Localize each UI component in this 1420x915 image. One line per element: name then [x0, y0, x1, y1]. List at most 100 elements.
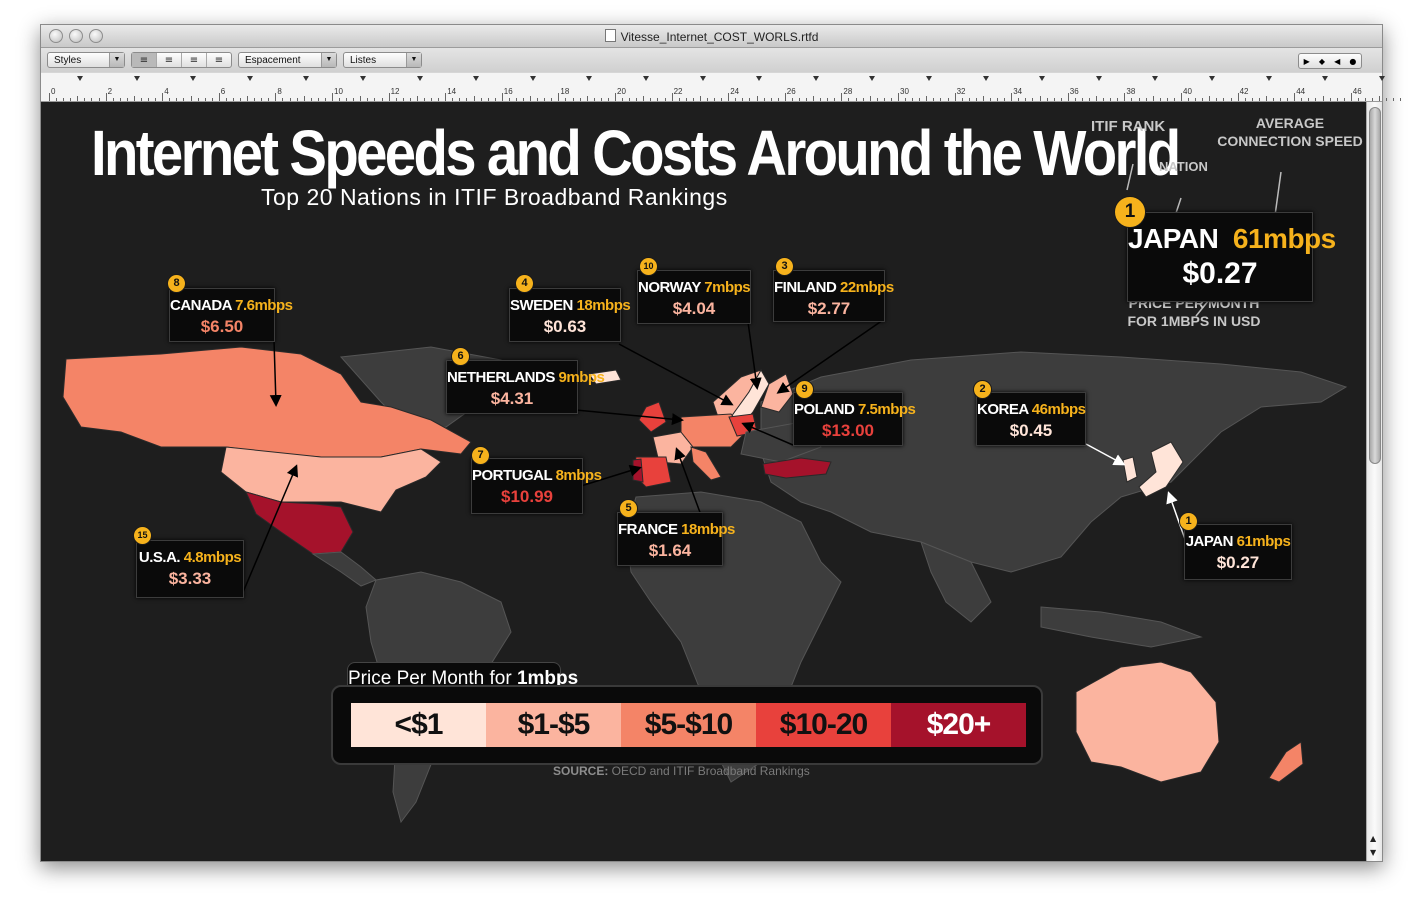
lists-popup[interactable]: Listes ▼	[343, 52, 422, 68]
ruler[interactable]: 0 2 4 6 8 10 12 14 16 18 20 22 24 26 28 30 32 34 36 38 40 42 4…	[41, 73, 1402, 102]
country-callout: U.S.A. 4.8mbps $3.33	[136, 540, 244, 598]
ruler-tick	[890, 98, 892, 101]
callout-nation: FINLAND	[774, 279, 837, 296]
tab-stop-marker[interactable]	[360, 76, 366, 81]
center-tab-icon[interactable]: ◆	[1318, 56, 1325, 66]
tab-stop-marker[interactable]	[756, 76, 763, 81]
ruler-tick	[1103, 98, 1105, 101]
tab-stop-marker[interactable]	[699, 76, 706, 81]
tab-stop-marker[interactable]	[1209, 76, 1215, 81]
chevron-down-icon: ▼	[321, 53, 336, 67]
ruler-tick	[975, 98, 977, 101]
rank-badge: 6	[451, 347, 470, 366]
left-tab-icon[interactable]: ◀	[1334, 56, 1341, 66]
styles-popup[interactable]: Styles ▼	[47, 52, 125, 68]
callout-line1: U.S.A. 4.8mbps	[137, 549, 243, 566]
ruler-number: 18	[560, 87, 570, 96]
ruler-tick	[296, 98, 298, 101]
legend-title-bold: 1mbps	[516, 668, 579, 689]
ruler-number: 44	[1296, 87, 1306, 96]
ruler-tick	[558, 93, 560, 101]
tab-stop-marker[interactable]	[1322, 76, 1329, 81]
align-left-button[interactable]: ≡	[132, 53, 157, 67]
callout-nation: NORWAY	[638, 279, 701, 296]
ruler-tick	[105, 93, 107, 101]
ruler-tick	[657, 98, 659, 101]
scrollbar-thumb[interactable]	[1369, 107, 1381, 464]
tab-stop-marker[interactable]	[982, 76, 989, 81]
ruler-tick	[1237, 93, 1239, 101]
ruler-tick	[827, 98, 829, 101]
ruler-tick	[84, 98, 86, 101]
rank-badge: 15	[133, 526, 152, 545]
tab-stop-marker[interactable]	[473, 76, 480, 81]
tab-stop-marker[interactable]	[1152, 76, 1159, 81]
source-label: SOURCE:	[553, 764, 609, 778]
decimal-tab-icon[interactable]: ●	[1349, 56, 1357, 66]
align-center-icon: ≡	[164, 54, 174, 66]
ruler-tick	[1244, 98, 1246, 101]
ruler-tick	[593, 98, 595, 101]
minimize-window-button[interactable]	[69, 29, 83, 43]
tab-stop-marker[interactable]	[190, 76, 197, 81]
ruler-tick	[968, 98, 970, 101]
callout-price: $6.50	[200, 317, 244, 336]
tab-stop-marker[interactable]	[1378, 76, 1385, 81]
callout-nation: NETHERLANDS	[447, 369, 555, 386]
tab-stop-marker[interactable]	[303, 76, 310, 81]
ruler-tick	[1188, 98, 1190, 101]
spacing-popup[interactable]: Espacement ▼	[238, 52, 337, 68]
ruler-tick	[699, 96, 701, 101]
tab-stop-marker[interactable]	[586, 76, 593, 81]
tab-stop-marker[interactable]	[643, 76, 649, 81]
tab-stop-marker[interactable]	[133, 76, 140, 81]
callout-price: $0.27	[1216, 553, 1260, 572]
ruler-tick	[947, 98, 949, 101]
callout-nation: U.S.A.	[138, 549, 181, 566]
ruler-tick	[353, 98, 355, 101]
scroll-down-arrow-icon[interactable]: ▼	[1370, 848, 1377, 857]
right-tab-icon[interactable]: ▶	[1303, 56, 1310, 66]
ruler-tick	[1265, 96, 1267, 101]
tab-stop-marker[interactable]	[416, 76, 423, 81]
tab-stop-marker[interactable]	[529, 76, 536, 81]
rank-badge: 9	[795, 380, 814, 399]
callout-nation: SWEDEN	[510, 297, 573, 314]
callout-price: $0.45	[1009, 421, 1053, 440]
ruler-tick	[756, 96, 758, 101]
ruler-tick	[579, 98, 581, 101]
tab-stop-marker[interactable]	[869, 76, 876, 81]
document-content[interactable]: Internet Speeds and Costs Around the Wor…	[41, 102, 1366, 861]
zoom-window-button[interactable]	[89, 29, 103, 43]
leader-poland	[741, 422, 794, 446]
tab-stop-marker[interactable]	[1095, 76, 1102, 81]
central-europe-shape	[680, 413, 747, 448]
close-window-button[interactable]	[49, 29, 63, 43]
scroll-up-arrow-icon[interactable]: ▲	[1370, 834, 1377, 843]
ruler-number: 8	[277, 87, 282, 96]
vertical-scrollbar[interactable]: ▲ ▼	[1366, 102, 1382, 861]
tab-stop-marker[interactable]	[77, 76, 83, 81]
tab-stop-marker[interactable]	[1265, 76, 1272, 81]
ruler-tick	[282, 98, 284, 101]
ruler-tick	[360, 96, 362, 101]
callout-speed: 9mbps	[554, 369, 605, 386]
ruler-tick	[876, 98, 878, 101]
ruler-tick	[1039, 96, 1041, 101]
ruler-tick	[381, 98, 383, 101]
ruler-tick	[735, 98, 737, 101]
country-callout: CANADA 7.6mbps $6.50	[169, 288, 293, 342]
ruler-number: 16	[503, 87, 513, 96]
ruler-tick	[254, 98, 256, 101]
tab-stop-marker[interactable]	[812, 76, 819, 81]
ruler-tick	[1336, 98, 1338, 101]
ruler-tick	[530, 96, 532, 101]
tab-stop-marker[interactable]	[1039, 76, 1046, 81]
align-center-button[interactable]: ≡	[157, 53, 182, 67]
align-right-button[interactable]: ≡	[207, 53, 231, 67]
tab-stop-marker[interactable]	[246, 76, 253, 81]
align-justify-button[interactable]: ≡	[182, 53, 207, 67]
ruler-tick	[261, 98, 263, 101]
tab-stop-marker[interactable]	[926, 76, 932, 81]
ruler-tick	[119, 98, 121, 101]
